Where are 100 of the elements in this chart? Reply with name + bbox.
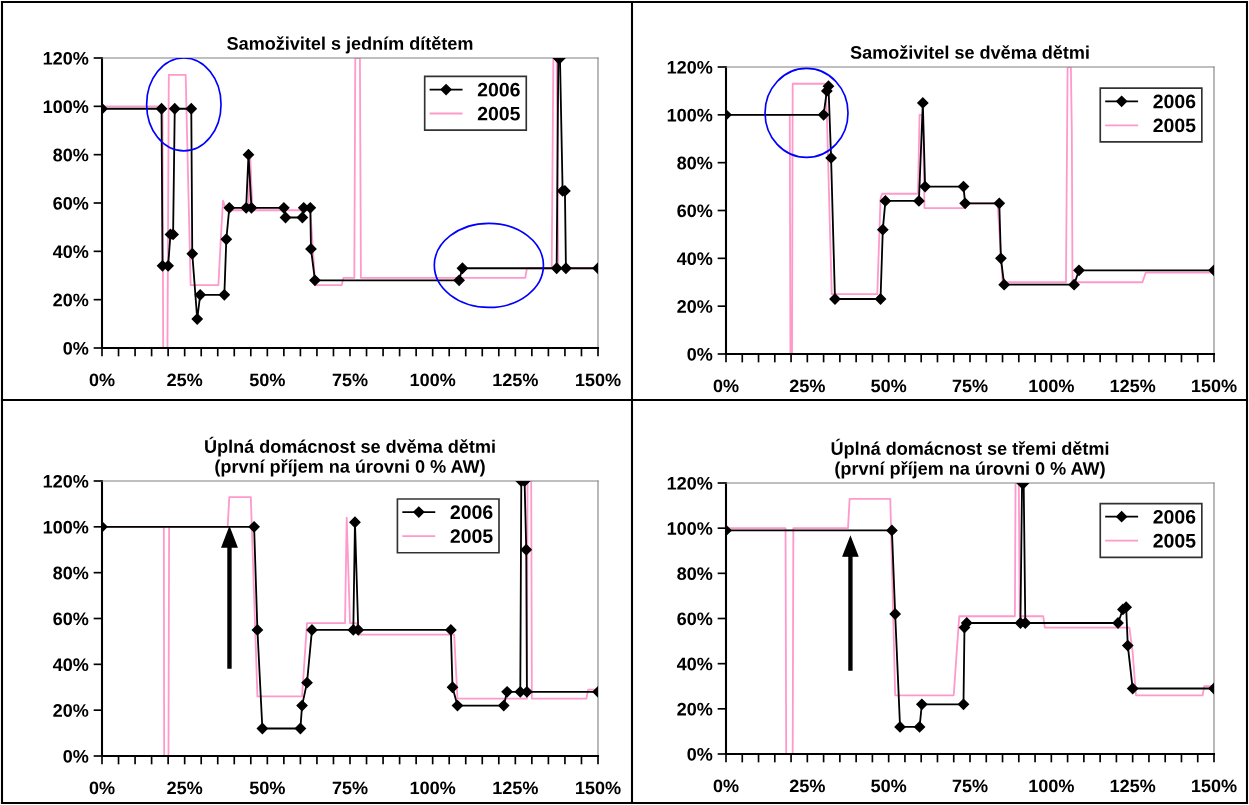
- point: [501, 686, 513, 698]
- point: [995, 252, 1007, 264]
- point: [451, 699, 464, 712]
- legend-label: 2006: [1153, 509, 1196, 524]
- point: [889, 608, 901, 620]
- legend-label: 2006: [477, 82, 520, 97]
- point: [294, 722, 307, 735]
- point: [349, 516, 361, 528]
- x-tick-label: 100%: [410, 373, 456, 387]
- y-tick-label: 60%: [53, 196, 89, 210]
- point: [301, 677, 313, 689]
- chart-title: Úplná domácnost se dvěma dětmi (první příjem na úrovni 0 % AW): [205, 436, 495, 477]
- point: [242, 149, 255, 161]
- x-tick-label: 100%: [1029, 779, 1074, 793]
- point: [551, 262, 563, 274]
- x-tick-label: 125%: [493, 373, 538, 387]
- x-tick-label: 25%: [167, 373, 203, 387]
- point: [169, 103, 181, 115]
- x-tick-label: 75%: [332, 781, 368, 795]
- point: [894, 721, 906, 733]
- x-tick-label: 25%: [789, 379, 825, 393]
- y-tick-label: 40%: [676, 252, 713, 266]
- x-tick-label: 150%: [1192, 779, 1237, 793]
- chart-title: Samoživitel se dvěma dětmi: [850, 45, 1089, 59]
- legend-label: 2005: [1153, 118, 1196, 133]
- x-tick-label: 50%: [249, 781, 285, 795]
- y-tick-label: 60%: [53, 612, 89, 626]
- y-tick-label: 120%: [43, 51, 89, 65]
- point: [279, 211, 292, 224]
- chart-title: Samoživitel s jedním dítětem: [227, 36, 473, 54]
- point: [879, 195, 892, 207]
- point: [886, 524, 898, 537]
- point: [1073, 264, 1085, 276]
- y-tick-label: 100%: [43, 100, 89, 114]
- point: [498, 699, 510, 712]
- x-tick-label: 125%: [1110, 779, 1156, 793]
- point: [194, 289, 206, 301]
- x-tick-label: 75%: [332, 373, 368, 387]
- x-tick-label: 25%: [167, 781, 203, 795]
- legend-label: 2005: [1153, 533, 1196, 548]
- x-tick-label: 100%: [410, 781, 456, 795]
- x-tick-label: 75%: [952, 379, 988, 393]
- x-tick-label: 100%: [1029, 379, 1074, 393]
- x-tick-label: 125%: [493, 781, 538, 795]
- point: [1122, 639, 1134, 652]
- legend-label: 2006: [450, 505, 493, 520]
- point: [1068, 279, 1080, 291]
- x-tick-label: 150%: [1192, 379, 1237, 393]
- y-tick-label: 20%: [53, 293, 89, 307]
- point: [186, 248, 198, 260]
- x-tick-label: 0%: [89, 781, 115, 795]
- x-tick-label: 75%: [952, 779, 988, 793]
- point: [305, 243, 317, 255]
- y-tick-label: 20%: [677, 300, 713, 313]
- y-tick-label: 120%: [667, 476, 713, 490]
- y-tick-label: 80%: [53, 566, 89, 580]
- x-tick-label: 0%: [89, 373, 115, 387]
- point: [817, 109, 830, 121]
- y-tick-label: 100%: [667, 522, 713, 535]
- point: [296, 211, 308, 224]
- legend-label: 2005: [477, 106, 520, 121]
- point: [998, 279, 1010, 291]
- point: [919, 180, 931, 193]
- point: [913, 721, 926, 733]
- y-tick-label: 20%: [53, 704, 89, 717]
- y-tick-label: 60%: [677, 612, 713, 626]
- y-tick-label: 80%: [677, 156, 713, 170]
- point: [916, 698, 928, 710]
- x-tick-label: 0%: [713, 379, 739, 393]
- point: [959, 197, 971, 209]
- point: [913, 195, 925, 207]
- x-tick-label: 150%: [576, 781, 621, 795]
- point: [251, 624, 264, 636]
- y-tick-label: 20%: [677, 702, 713, 716]
- point: [874, 293, 887, 305]
- point: [223, 202, 235, 214]
- point: [446, 681, 459, 693]
- point: [185, 103, 197, 115]
- y-tick-label: 80%: [53, 148, 89, 162]
- point: [220, 233, 232, 245]
- point: [456, 262, 469, 274]
- point: [155, 103, 168, 115]
- y-tick-label: 60%: [677, 204, 713, 218]
- point: [191, 313, 203, 325]
- point: [309, 274, 321, 286]
- point: [453, 274, 465, 286]
- y-tick-label: 0%: [63, 341, 89, 355]
- point: [1127, 682, 1139, 695]
- x-tick-label: 50%: [871, 379, 907, 393]
- y-tick-label: 0%: [687, 347, 713, 361]
- point: [218, 289, 230, 301]
- y-tick-label: 0%: [63, 749, 89, 763]
- legend-label: 2005: [450, 529, 493, 544]
- x-tick-label: 50%: [249, 373, 285, 387]
- y-tick-label: 100%: [43, 520, 89, 534]
- point: [296, 699, 308, 712]
- point: [445, 624, 457, 636]
- chart-title: Úplná domácnost se třemi dětmi (první příjem na úrovni 0 % AW): [831, 438, 1109, 479]
- x-tick-label: 0%: [713, 779, 739, 793]
- x-tick-label: 50%: [871, 779, 907, 793]
